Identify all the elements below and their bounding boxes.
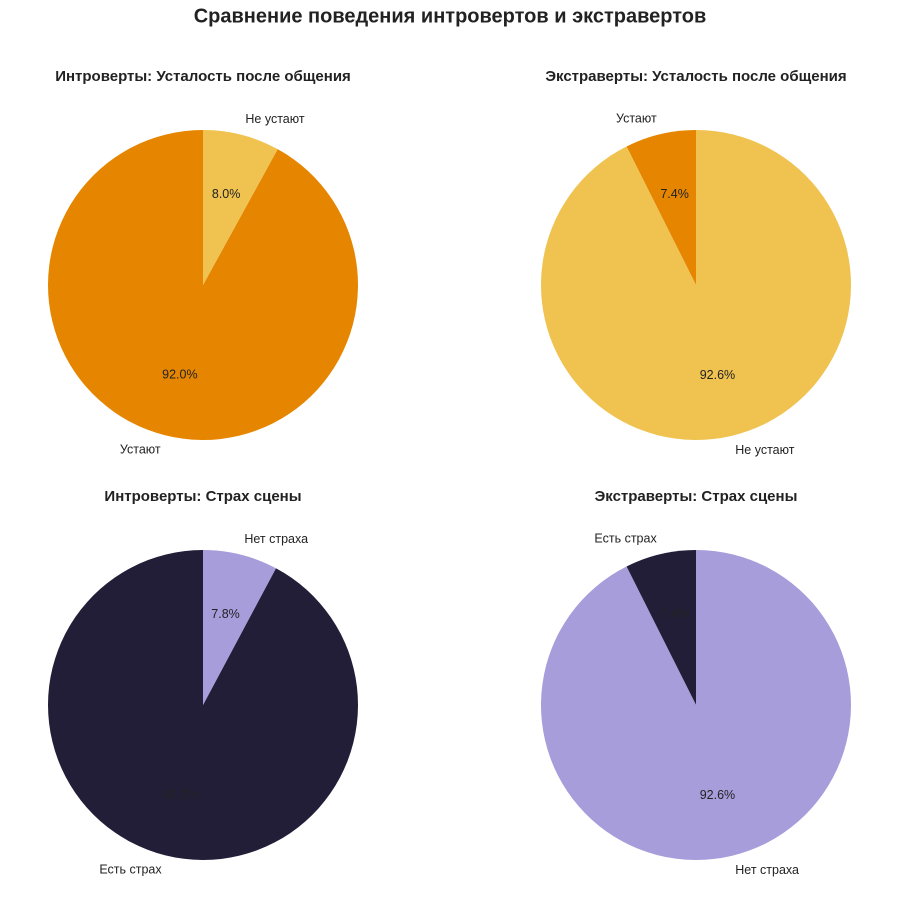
pie-slice [541, 130, 851, 440]
value-label: 92.6% [700, 788, 735, 802]
slice-label: Нет страха [735, 863, 799, 877]
chart-title: Экстраверты: Усталость после общения [545, 68, 846, 85]
slice-label: Есть страх [99, 863, 162, 877]
pie-slice [47, 550, 359, 860]
pie-slice [626, 130, 696, 285]
chart-title: Интроверты: Усталость после общения [55, 68, 351, 85]
figure-title: Сравнение поведения интровертов и экстра… [194, 5, 707, 27]
value-label: 92.2% [163, 788, 198, 802]
pie-slice [203, 550, 276, 705]
value-label: 7.4% [660, 187, 689, 201]
slice-label: Устают [120, 442, 161, 456]
value-label: 92.0% [162, 367, 197, 381]
value-label: 92.6% [700, 368, 735, 382]
pie-slice [626, 550, 696, 705]
chart-title: Интроверты: Страх сцены [104, 488, 301, 505]
slice-label: Устают [616, 111, 657, 125]
slice-label: Не устают [735, 443, 794, 457]
value-label: 8.0% [212, 187, 241, 201]
pie-slice [47, 130, 358, 440]
slice-label: Нет страха [244, 532, 308, 546]
pie-slice [203, 130, 278, 285]
value-label: 7.8% [211, 607, 240, 621]
slice-label: Не устают [245, 112, 304, 126]
chart-title: Экстраверты: Страх сцены [595, 488, 798, 505]
slice-label: Есть страх [594, 531, 657, 545]
pie-slice [541, 550, 851, 860]
value-label: 7.4% [660, 607, 689, 621]
